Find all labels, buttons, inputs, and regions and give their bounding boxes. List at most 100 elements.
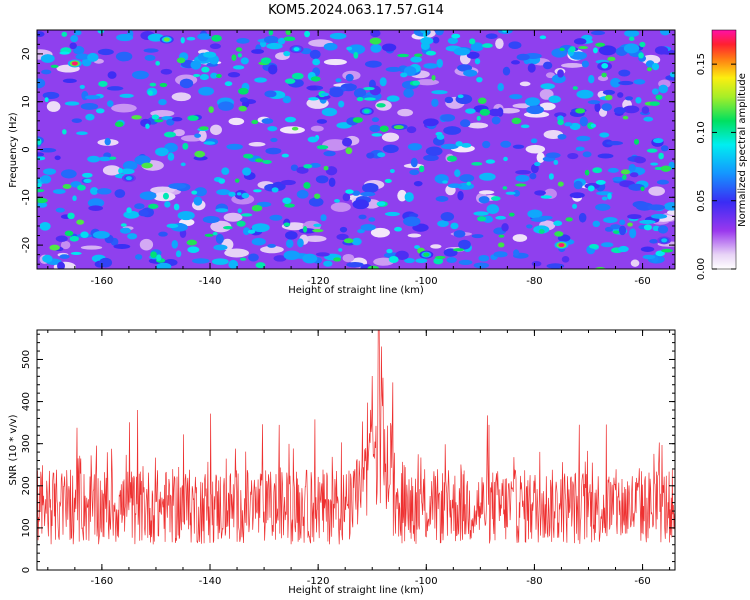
heatmap-cell [410,56,423,63]
heatmap-cell [649,101,660,106]
heatmap-low-cell [478,190,495,195]
heatmap-cell [351,237,362,246]
heatmap-cell [473,262,490,269]
heatmap-cell [513,189,521,197]
heatmap-cell [655,94,663,100]
heatmap-cell [618,69,631,77]
heatmap-cell [509,212,515,217]
heatmap-cell [69,42,77,50]
heatmap-cell [617,92,624,98]
heatmap-cell [85,95,101,100]
heatmap-low-cell [370,227,390,238]
heatmap-cell [247,229,256,234]
heatmap-cell [527,63,536,73]
heatmap-cell [323,260,333,267]
heatmap-cell [485,33,498,39]
heatmap-cell [384,178,392,184]
heatmap-cell [193,196,203,206]
heatmap-cell [554,231,564,237]
heatmap-low-cell [648,186,665,196]
heatmap-cell [561,256,570,263]
heatmap-cell [526,105,544,115]
heatmap-cell [80,231,89,238]
heatmap-cell [652,137,664,144]
heatmap-cell [242,167,252,176]
heatmap-cell [584,169,590,176]
snr-y-axis: 0 100 200 300 400 500 [21,333,675,573]
heatmap-cell [525,97,541,107]
heatmap-x-axis: -160 -140 -120 -100 -80 -60 [47,30,671,287]
heatmap-cell [414,245,420,250]
heatmap-cell [569,51,587,60]
heatmap-cell [602,89,615,95]
heatmap-cell [511,117,522,125]
heatmap-cell [166,223,179,228]
heatmap-cell [553,220,563,226]
heatmap-cell [564,122,573,127]
heatmap-cell [595,42,606,47]
heatmap-cell [80,103,99,110]
heatmap-cell [588,75,595,84]
heatmap-cell [377,152,386,158]
heatmap-cell [470,42,484,52]
heatmap-cell [425,146,443,156]
heatmap-cell [135,254,143,260]
heatmap-cell [406,126,417,134]
heatmap-cell [526,224,533,229]
heatmap-cell [578,212,587,223]
heatmap-cell [403,88,414,98]
x-tick-label: -160 [91,276,114,287]
heatmap-cell [42,254,53,263]
heatmap-cell [460,119,471,128]
heatmap-cell [520,124,530,129]
heatmap-cell [177,210,195,221]
heatmap-cell [88,205,104,211]
heatmap-cell [364,60,382,68]
heatmap-cell [261,118,274,124]
heatmap-cell [267,125,278,132]
heatmap-cell [241,192,250,199]
heatmap-cell [109,156,117,160]
heatmap-cell [186,36,196,41]
heatmap-cell [420,37,434,45]
heatmap-cell [369,85,381,96]
heatmap-cell [211,258,229,265]
heatmap-cell [267,64,278,75]
heatmap-low-cell [536,152,545,163]
heatmap-low-cell [111,103,137,113]
x-tick-label: -140 [199,576,222,587]
heatmap-cell [234,178,240,183]
heatmap-cell [515,170,532,175]
heatmap-cell [485,159,496,164]
heatmap-cell [510,60,520,65]
heatmap-cell [538,229,545,234]
heatmap-cell [505,191,516,195]
heatmap-cell [291,72,304,80]
heatmap-cell [516,53,530,61]
heatmap-cell [599,132,610,138]
heatmap-cell [96,188,112,195]
heatmap-cell [512,144,525,149]
heatmap-cell [277,37,286,45]
heatmap-cell [346,46,353,51]
heatmap-cell [218,101,234,111]
heatmap-cell [605,94,613,101]
heatmap-cell [231,54,237,61]
heatmap-hotspot [363,109,370,114]
heatmap-cell [150,251,157,258]
heatmap-cell [50,64,59,69]
heatmap-cell [171,239,179,249]
heatmap-cell [291,126,299,131]
heatmap-cell [282,95,292,104]
heatmap-x-axis-label: Height of straight line (km) [288,285,424,296]
heatmap-cell [575,146,585,152]
y-tick-label: 0 [21,567,32,573]
heatmap-cell [127,233,138,240]
heatmap-cell [192,258,210,264]
heatmap-cell [119,227,131,234]
heatmap-background [37,30,675,269]
heatmap-cell [471,234,484,239]
heatmap-cell [280,179,296,186]
heatmap-cell [379,77,387,87]
